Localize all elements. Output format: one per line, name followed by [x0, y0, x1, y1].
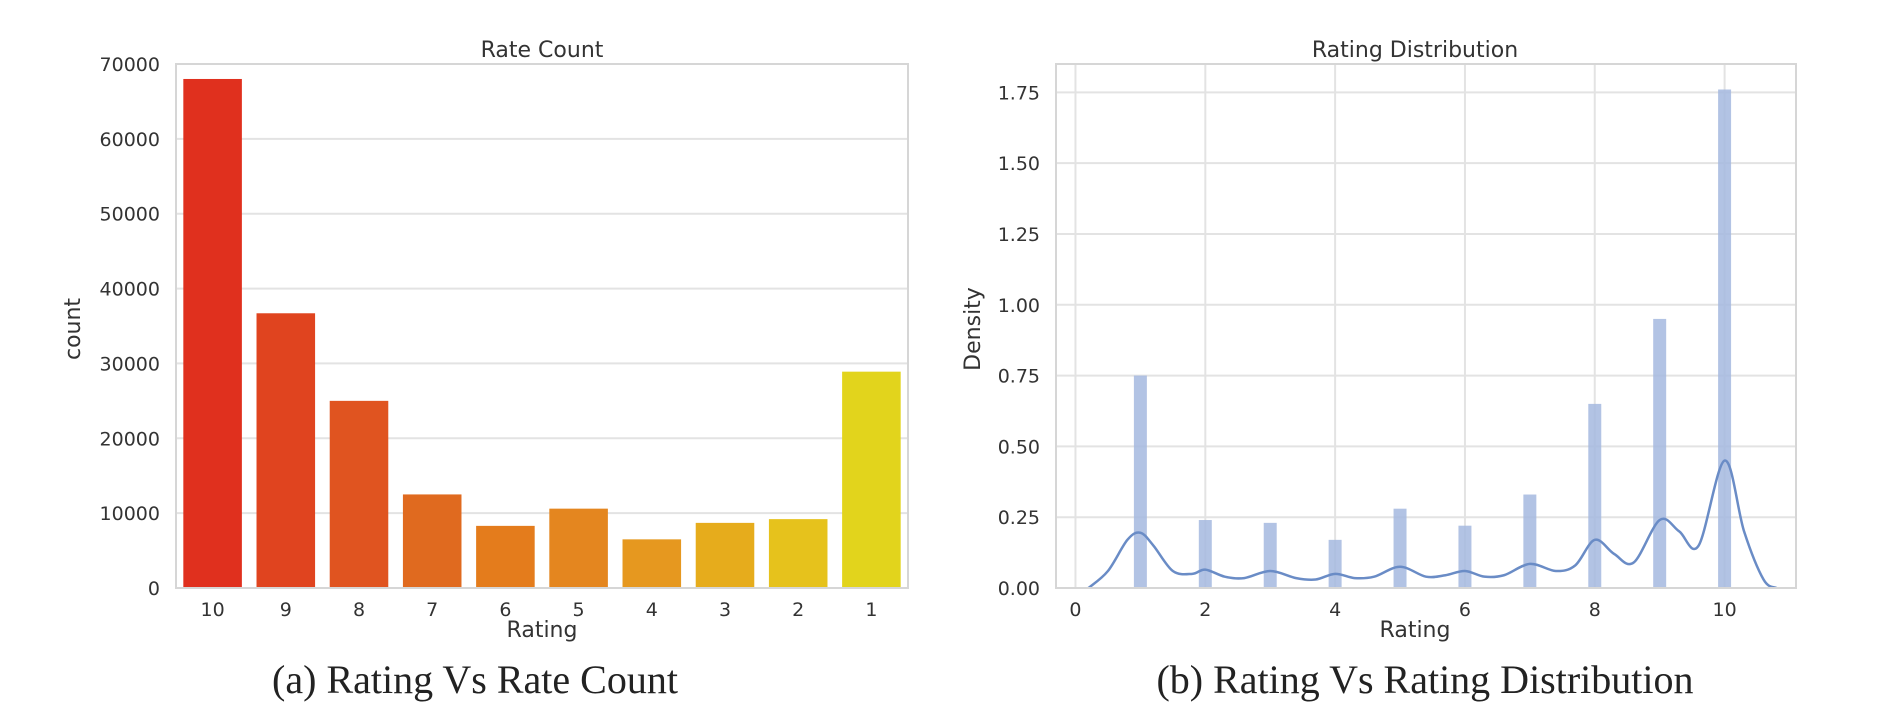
hist-bar-rating-2	[1198, 520, 1212, 588]
bar-rating-1	[842, 371, 901, 588]
bar-rating-5	[549, 508, 608, 588]
hist-bar-rating-1	[1133, 375, 1147, 588]
bar-rating-7	[402, 494, 462, 588]
chart-a-ylabel: count	[61, 298, 86, 360]
y-tick-label: 60000	[100, 129, 160, 151]
y-tick-label: 30000	[100, 353, 160, 375]
x-tick-label: 4	[646, 599, 658, 621]
kde-density-line	[1087, 459, 1778, 590]
chart-a-title: Rate Count	[481, 38, 604, 63]
bar-rating-8	[329, 400, 389, 588]
hist-bar-rating-4	[1328, 539, 1342, 588]
x-tick-label: 6	[1459, 599, 1471, 621]
chart-a-xlabel: Rating	[507, 618, 578, 643]
plot-frame	[175, 63, 909, 589]
hist-bar-rating-8	[1588, 403, 1602, 588]
chart-b-xlabel: Rating	[1380, 618, 1451, 643]
plot-frame	[1055, 63, 1797, 589]
hist-bar-rating-9	[1653, 318, 1667, 588]
panel-rate-count: 0 10000 20000 30000 40000 50000 60000 70000 10 9…	[61, 38, 909, 702]
bar-rating-10	[183, 78, 242, 588]
y-tick-label: 50000	[100, 204, 160, 226]
y-tick-label: 0.75	[998, 366, 1040, 388]
y-tick-label: 1.25	[998, 224, 1040, 246]
y-tick-label: 40000	[100, 279, 160, 301]
chart-rating-distribution: 0.00 0.25 0.50 0.75 1.00 1.25 1.50 1.75 0 2 4 6 8 10…	[961, 38, 1797, 643]
y-tick-label: 10000	[100, 503, 160, 525]
bar-rating-3	[695, 522, 755, 588]
y-tick-label: 1.75	[998, 82, 1040, 104]
y-tick-label: 0.25	[998, 507, 1040, 529]
caption-b: (b) Rating Vs Rating Distribution	[1156, 657, 1694, 702]
y-tick-label: 70000	[100, 54, 160, 76]
hist-bar-rating-6	[1458, 525, 1472, 588]
hist-bar-rating-3	[1263, 522, 1277, 588]
x-tick-label: 8	[1589, 599, 1601, 621]
panel-rating-distribution: 0.00 0.25 0.50 0.75 1.00 1.25 1.50 1.75 0 2 4 6 8 10…	[950, 0, 1900, 703]
y-tick-label: 0	[148, 578, 160, 600]
y-tick-label: 0.50	[998, 436, 1040, 458]
x-tick-label: 5	[573, 599, 585, 621]
x-tick-label: 10	[1713, 599, 1737, 621]
x-tick-label: 1	[865, 599, 877, 621]
y-tick-label: 1.00	[998, 295, 1040, 317]
caption-a: (a) Rating Vs Rate Count	[272, 657, 678, 702]
hist-bar-rating-5	[1393, 508, 1407, 588]
x-tick-label: 7	[426, 599, 438, 621]
bar-rating-4	[622, 539, 682, 588]
bar-rating-2	[768, 519, 828, 588]
x-tick-label: 4	[1329, 599, 1341, 621]
chart-rate-count: 0 10000 20000 30000 40000 50000 60000 70000 10 9…	[61, 38, 909, 643]
y-tick-label: 1.50	[998, 153, 1040, 175]
y-tick-label: 20000	[100, 428, 160, 450]
bar-rating-9	[256, 313, 316, 588]
x-tick-label: 2	[792, 599, 804, 621]
x-tick-label: 8	[353, 599, 365, 621]
x-tick-label: 6	[499, 599, 511, 621]
hist-bar-rating-10	[1718, 89, 1732, 589]
x-tick-label: 10	[201, 599, 225, 621]
chart-b-title: Rating Distribution	[1312, 38, 1518, 63]
x-tick-label: 2	[1199, 599, 1211, 621]
chart-b-ylabel: Density	[961, 287, 986, 371]
y-tick-label: 0.00	[998, 578, 1040, 600]
hist-bar-rating-7	[1523, 494, 1537, 588]
bar-rating-6	[476, 525, 535, 588]
x-tick-label: 0	[1069, 599, 1081, 621]
x-tick-label: 9	[280, 599, 292, 621]
x-tick-label: 3	[719, 599, 731, 621]
